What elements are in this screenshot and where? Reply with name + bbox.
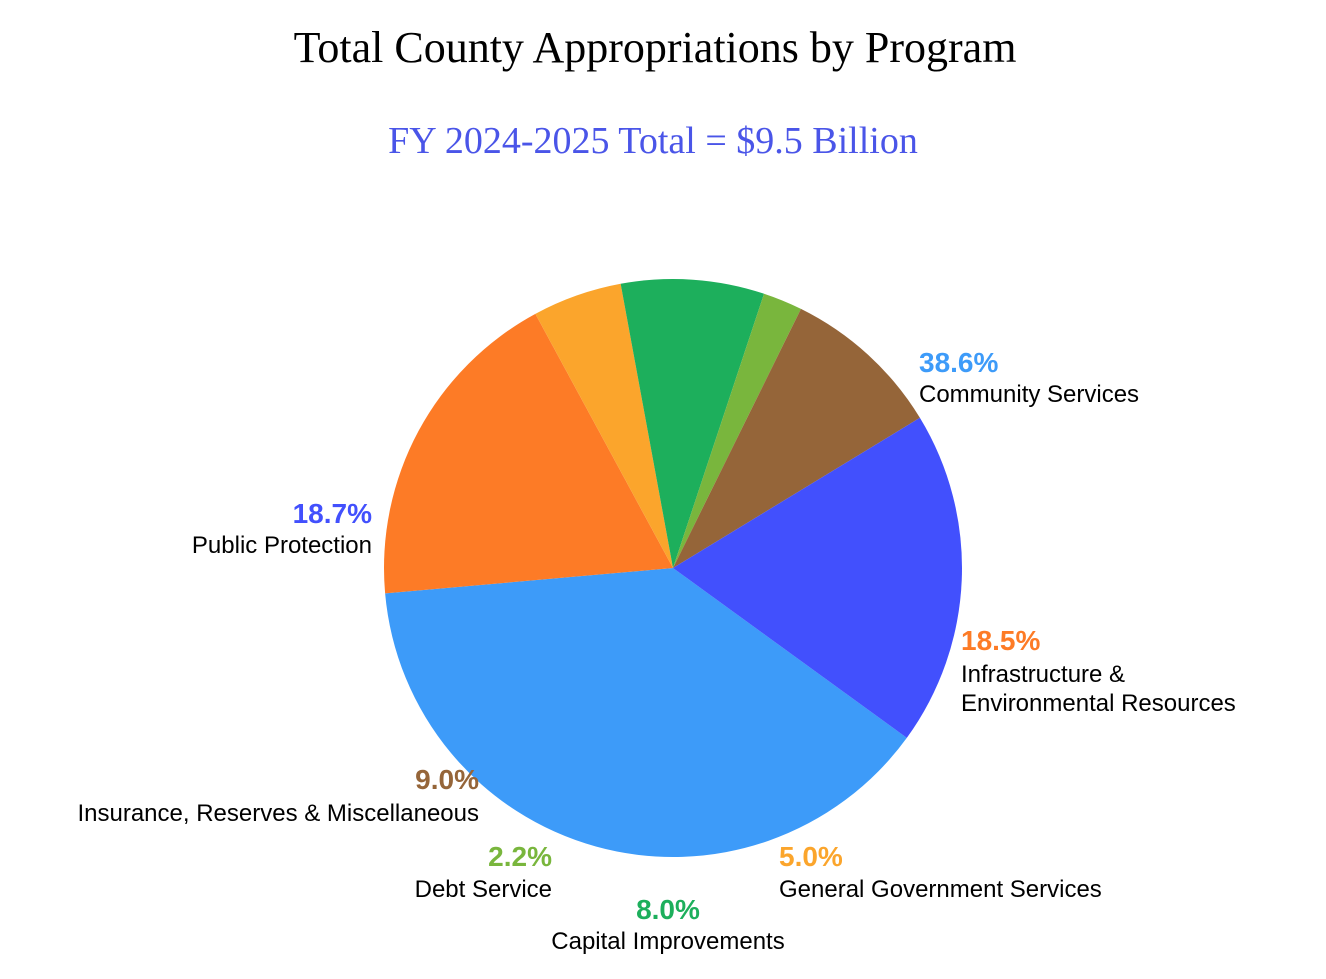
category-label-debt-service: Debt Service [415, 876, 552, 903]
chart-subtitle: FY 2024-2025 Total = $9.5 Billion [388, 120, 918, 162]
pie-slice-insurance-reserves-and-miscellaneous [673, 308, 920, 568]
pie-slice-infrastructure-and-environmental-resources [384, 313, 673, 594]
category-label-community-services: Community Services [919, 381, 1139, 408]
pie-slice-capital-improvements [620, 279, 765, 568]
pie-slice-general-government-services [535, 283, 673, 568]
pie-slices [384, 279, 963, 858]
category-label-insurance-reserves-and-miscellaneous: Insurance, Reserves & Miscellaneous [77, 800, 479, 827]
chart-title: Total County Appropriations by Program [294, 23, 1017, 72]
pie-slice-public-protection [673, 417, 963, 738]
pie-slice-debt-service [673, 293, 801, 568]
category-label-capital-improvements: Capital Improvements [551, 928, 784, 955]
category-label-public-protection: Public Protection [192, 532, 372, 559]
percent-label-infrastructure-and-environmental-resources: 18.5% [961, 625, 1040, 656]
percent-label-debt-service: 2.2% [488, 841, 552, 872]
category-label-general-government-services: General Government Services [779, 876, 1102, 903]
pie-labels: 38.6% Community Services 18.5% Infrastructu… [77, 347, 1235, 955]
category-label-infrastructure-and-environmental-resources: Environmental Resources [961, 690, 1236, 717]
percent-label-insurance-reserves-and-miscellaneous: 9.0% [415, 764, 479, 795]
percent-label-community-services: 38.6% [919, 347, 998, 378]
pie-slice-community-services [385, 568, 907, 858]
percent-label-general-government-services: 5.0% [779, 841, 843, 872]
category-label-infrastructure-and-environmental-resources: Infrastructure & [961, 661, 1125, 688]
percent-label-capital-improvements: 8.0% [636, 894, 700, 925]
percent-label-public-protection: 18.7% [293, 498, 372, 529]
